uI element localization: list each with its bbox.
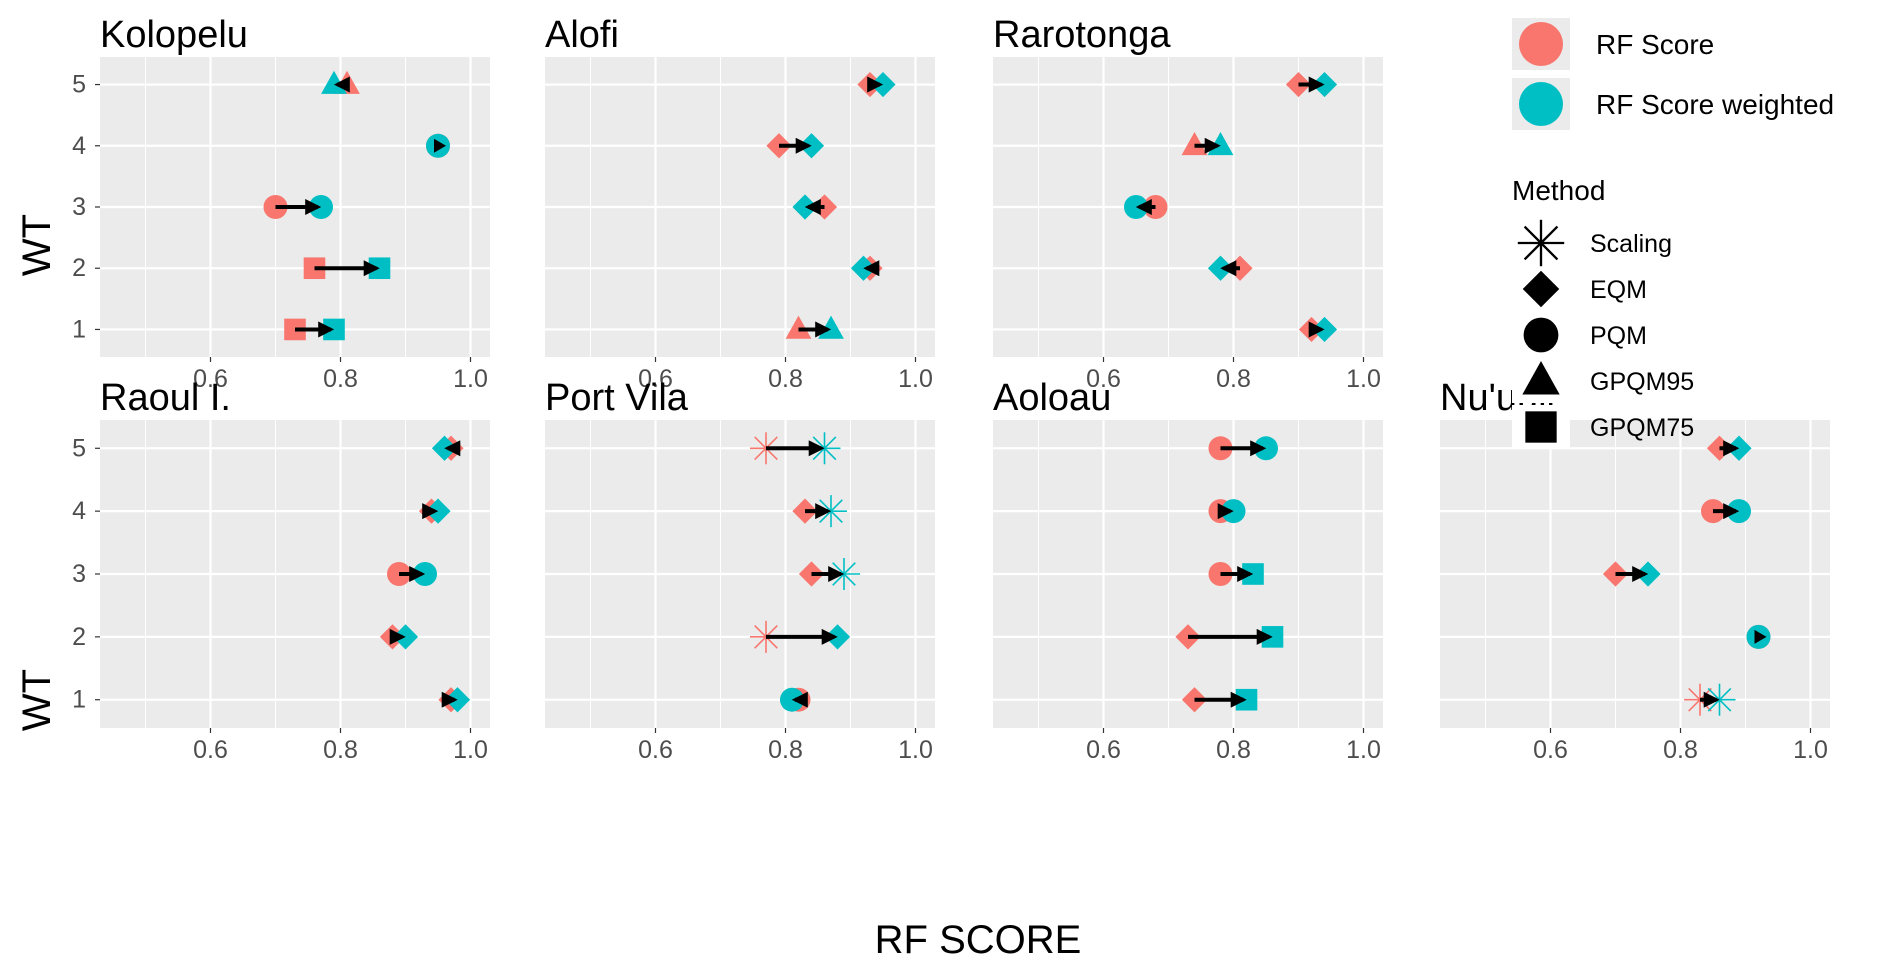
y-tick-label: 3 bbox=[72, 560, 86, 588]
x-tick-label: 0.8 bbox=[1663, 736, 1698, 764]
change-arrow bbox=[1754, 629, 1767, 644]
y-axis-title-bottom: WT bbox=[15, 669, 59, 731]
y-tick-label: 5 bbox=[72, 434, 86, 462]
panel: Kolopelu 0.6 0.8 1.0 1 2 3 4 5 bbox=[72, 14, 490, 393]
x-tick-label: 0.6 bbox=[193, 365, 228, 393]
x-tick-label: 1.0 bbox=[453, 365, 488, 393]
x-axis-title: RF SCORE bbox=[875, 918, 1082, 962]
panel: Aoloau 0.6 0.8 1.0 bbox=[993, 377, 1383, 764]
x-tick-label: 0.8 bbox=[323, 365, 358, 393]
x-tick-label: 0.8 bbox=[323, 736, 358, 764]
panel-title: Rarotonga bbox=[993, 14, 1171, 56]
panel: Port Vila 0.6 0.8 1.0 bbox=[545, 377, 935, 764]
panel: Raoul I. 0.6 0.8 1.0 1 2 3 4 5 bbox=[72, 377, 490, 764]
panel: Alofi 0.6 0.8 1.0 bbox=[545, 14, 935, 393]
x-tick-label: 1.0 bbox=[1346, 365, 1381, 393]
panel-title: Kolopelu bbox=[100, 14, 248, 56]
x-tick-label: 0.6 bbox=[638, 365, 673, 393]
legend-shape-label: GPQM95 bbox=[1590, 368, 1694, 396]
x-tick-label: 0.6 bbox=[638, 736, 673, 764]
legend-color-label: RF Score weighted bbox=[1596, 89, 1834, 120]
x-tick-label: 0.6 bbox=[1086, 365, 1121, 393]
legend-shape-symbol bbox=[1522, 361, 1560, 395]
panel-title: Aoloau bbox=[993, 377, 1111, 419]
legend-shape-symbol bbox=[1523, 317, 1559, 353]
x-tick-label: 0.8 bbox=[768, 736, 803, 764]
legend-color-swatch bbox=[1519, 82, 1563, 126]
y-tick-label: 2 bbox=[72, 254, 86, 282]
x-tick-label: 0.8 bbox=[768, 365, 803, 393]
legend-shape-symbol bbox=[1522, 270, 1560, 308]
x-tick-label: 0.8 bbox=[1216, 365, 1251, 393]
x-tick-label: 0.8 bbox=[1216, 736, 1251, 764]
x-tick-label: 1.0 bbox=[1346, 736, 1381, 764]
x-tick-label: 1.0 bbox=[1793, 736, 1828, 764]
legend-shape-symbol bbox=[1517, 219, 1565, 267]
x-tick-label: 0.6 bbox=[1533, 736, 1568, 764]
x-tick-label: 0.6 bbox=[1086, 736, 1121, 764]
legend-shape-symbol bbox=[1525, 411, 1557, 443]
y-tick-label: 5 bbox=[72, 71, 86, 99]
x-tick-label: 1.0 bbox=[898, 365, 933, 393]
legend-shape-title: Method bbox=[1512, 175, 1605, 206]
legend-shape-label: PQM bbox=[1590, 322, 1647, 350]
legend-shape-label: Scaling bbox=[1590, 230, 1672, 258]
legend-color-swatch bbox=[1519, 22, 1563, 66]
y-tick-label: 4 bbox=[72, 497, 86, 525]
panel: Rarotonga 0.6 0.8 1.0 bbox=[993, 14, 1383, 393]
legend-shape-label: GPQM75 bbox=[1590, 414, 1694, 442]
legend: RF Score RF Score weighted Method Scaling EQ… bbox=[1512, 18, 1834, 449]
rf-score-point bbox=[1181, 132, 1208, 156]
x-tick-label: 0.6 bbox=[193, 736, 228, 764]
y-tick-label: 2 bbox=[72, 623, 86, 651]
panel-title: Port Vila bbox=[545, 377, 689, 419]
y-axis-title-top: WT bbox=[15, 214, 59, 276]
x-tick-label: 1.0 bbox=[453, 736, 488, 764]
y-tick-label: 4 bbox=[72, 132, 86, 160]
rf-score-weighted-point bbox=[780, 687, 804, 712]
y-tick-label: 1 bbox=[72, 315, 86, 343]
y-tick-label: 3 bbox=[72, 193, 86, 221]
panel-title: Alofi bbox=[545, 14, 619, 56]
change-arrow bbox=[434, 138, 446, 153]
y-tick-label: 1 bbox=[72, 686, 86, 714]
x-tick-label: 1.0 bbox=[898, 736, 933, 764]
legend-color-label: RF Score bbox=[1596, 29, 1714, 60]
rf-score-point bbox=[785, 315, 812, 339]
panel-title: Raoul I. bbox=[100, 377, 231, 419]
legend-shape-label: EQM bbox=[1590, 276, 1647, 304]
